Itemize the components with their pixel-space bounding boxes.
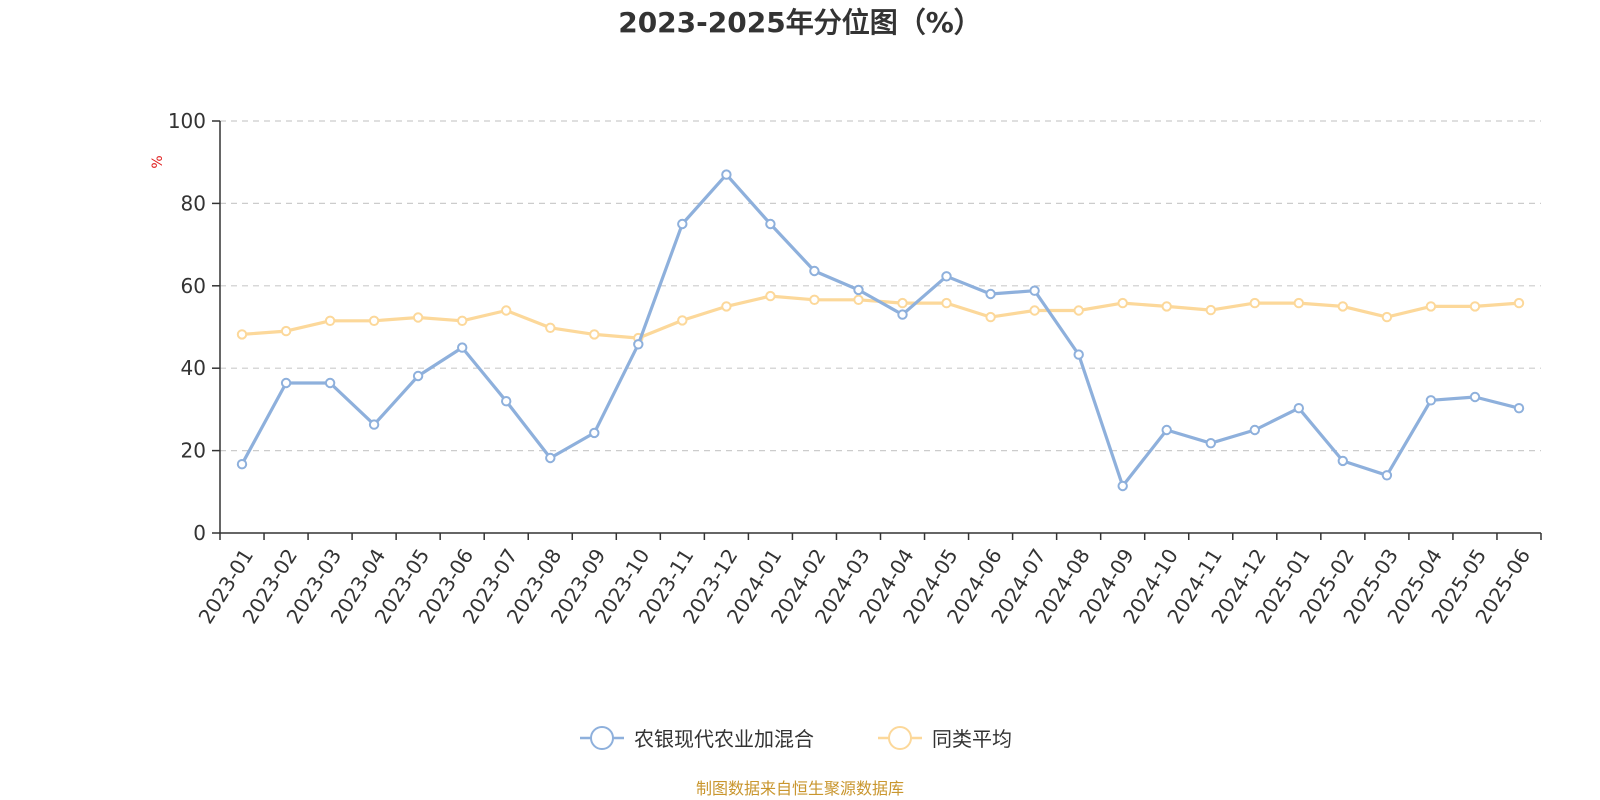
y-tick-label: 0 [193, 521, 206, 545]
data-point[interactable] [589, 427, 600, 439]
data-point[interactable] [412, 370, 424, 382]
data-point[interactable] [1205, 438, 1217, 449]
data-point[interactable] [1293, 297, 1305, 309]
data-point[interactable] [809, 265, 820, 277]
data-point[interactable] [324, 377, 336, 389]
data-point[interactable] [1029, 305, 1040, 316]
y-axis-label: % [150, 155, 166, 168]
data-point[interactable] [897, 297, 908, 309]
data-point[interactable] [501, 305, 512, 316]
data-point[interactable] [1293, 403, 1305, 414]
data-point[interactable] [985, 311, 996, 323]
data-point[interactable] [280, 377, 292, 389]
series-1 [236, 290, 1525, 344]
legend[interactable]: 农银现代农业加混合 同类平均 [580, 726, 1012, 751]
data-point[interactable] [1337, 455, 1349, 467]
data-point[interactable] [236, 459, 248, 470]
data-point[interactable] [1513, 297, 1525, 309]
data-point[interactable] [280, 325, 292, 337]
data-point[interactable] [897, 309, 908, 320]
data-point[interactable] [1205, 304, 1217, 316]
data-point[interactable] [1425, 301, 1437, 312]
data-point[interactable] [1249, 424, 1261, 436]
data-point[interactable] [677, 218, 688, 230]
source-note: 制图数据来自恒生聚源数据库 [696, 779, 904, 798]
data-point[interactable] [1073, 349, 1084, 360]
data-point[interactable] [1073, 305, 1084, 316]
legend-item-0[interactable]: 农银现代农业加混合 [580, 726, 814, 751]
data-point[interactable] [1381, 311, 1393, 323]
data-point[interactable] [1469, 301, 1481, 312]
legend-label: 农银现代农业加混合 [634, 727, 814, 751]
data-point[interactable] [236, 329, 248, 340]
data-point[interactable] [1513, 403, 1525, 414]
data-point[interactable] [368, 315, 380, 326]
data-point[interactable] [1337, 301, 1349, 312]
legend-marker [888, 726, 912, 750]
data-point[interactable] [853, 284, 864, 296]
data-point[interactable] [457, 315, 468, 326]
legend-marker [590, 726, 614, 750]
data-point[interactable] [545, 322, 556, 333]
data-point[interactable] [1029, 285, 1040, 296]
data-point[interactable] [1469, 391, 1481, 403]
data-point[interactable] [1161, 424, 1172, 436]
data-point[interactable] [1117, 480, 1128, 492]
data-point[interactable] [501, 396, 512, 407]
data-point[interactable] [412, 312, 424, 323]
data-point[interactable] [677, 315, 688, 326]
legend-label: 同类平均 [932, 727, 1012, 751]
y-tick-label: 80 [181, 191, 206, 215]
data-point[interactable] [457, 342, 468, 353]
data-point[interactable] [1381, 470, 1393, 481]
data-point[interactable] [985, 288, 996, 300]
data-point[interactable] [1249, 297, 1261, 309]
data-point[interactable] [1161, 301, 1172, 312]
series-0 [236, 169, 1525, 492]
data-point[interactable] [324, 315, 336, 326]
data-point[interactable] [853, 294, 864, 305]
data-point[interactable] [941, 271, 952, 282]
data-point[interactable] [589, 329, 600, 340]
data-point[interactable] [765, 218, 776, 230]
chart-title: 2023-2025年分位图（%） [618, 6, 982, 39]
data-point[interactable] [941, 297, 952, 309]
y-tick-label: 40 [181, 356, 206, 380]
series-layer [236, 169, 1525, 492]
data-point[interactable] [721, 301, 732, 312]
grid [220, 120, 1541, 452]
data-point[interactable] [765, 290, 776, 302]
data-point[interactable] [1425, 395, 1437, 406]
data-point[interactable] [1117, 297, 1128, 309]
y-tick-label: 100 [168, 109, 206, 133]
series-line [240, 173, 1521, 488]
data-point[interactable] [809, 294, 820, 305]
y-tick-label: 20 [181, 439, 206, 463]
data-point[interactable] [368, 419, 380, 430]
data-point[interactable] [633, 339, 644, 350]
y-tick-label: 60 [181, 274, 206, 298]
data-point[interactable] [721, 169, 732, 180]
data-point[interactable] [545, 452, 556, 464]
legend-item-1[interactable]: 同类平均 [878, 726, 1012, 751]
